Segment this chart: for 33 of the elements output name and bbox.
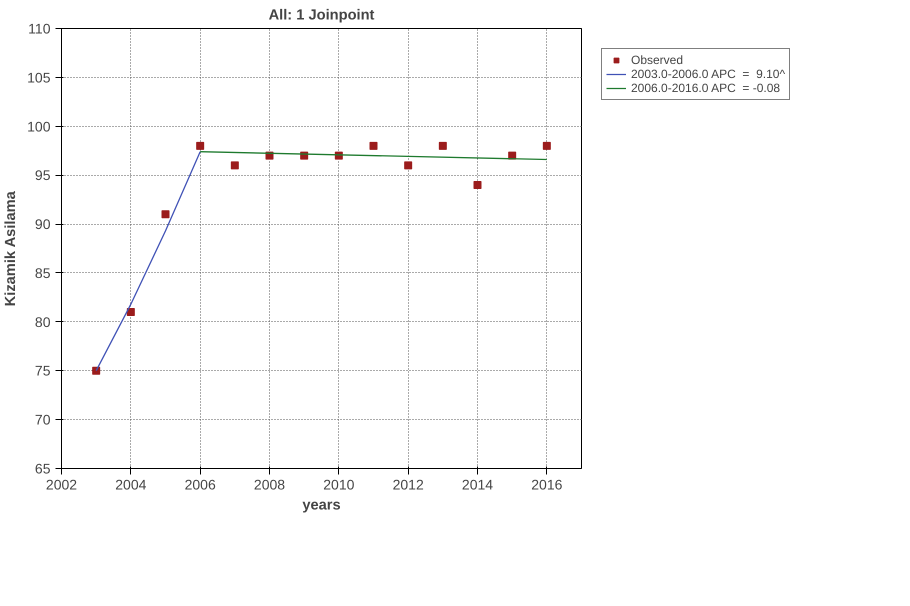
y-tick-label: 85 <box>34 264 51 281</box>
legend-label: 2006.0-2016.0 APC = -0.08 <box>631 81 780 95</box>
y-tick-label: 70 <box>34 412 51 428</box>
x-tick-label: 2014 <box>462 476 494 492</box>
x-tick-label: 2010 <box>323 476 355 492</box>
point <box>196 142 204 150</box>
y-tick-label: 105 <box>27 69 51 86</box>
x-tick-label: 2006 <box>184 476 216 492</box>
x-tick-label: 2016 <box>531 476 563 492</box>
x-tick-label: 2012 <box>392 476 424 492</box>
y-tick-label: 100 <box>27 118 51 134</box>
point <box>438 142 447 150</box>
y-tick-label: 95 <box>34 167 51 184</box>
x-tick-label: 2004 <box>115 476 147 492</box>
legend-label: Observed <box>631 53 684 67</box>
x-tick-label: 2002 <box>46 476 78 492</box>
point <box>162 210 170 218</box>
point <box>542 142 551 150</box>
point <box>474 180 482 189</box>
chart-title: All: 1 Joinpoint <box>268 8 375 24</box>
y-tick-label: 75 <box>34 362 51 379</box>
y-tick-label: 80 <box>34 314 51 330</box>
legend-label: 2003.0-2006.0 APC = 9.10^ <box>631 67 786 81</box>
point <box>404 161 412 170</box>
x-axis-title: years <box>302 498 341 514</box>
y-tick-label: 90 <box>34 216 51 232</box>
point <box>370 142 378 150</box>
point <box>230 161 239 170</box>
y-tick-label: 65 <box>34 460 51 476</box>
y-axis-title: Kizamik Asilama <box>3 190 20 306</box>
x-tick-label: 2008 <box>254 476 286 492</box>
point <box>126 308 135 316</box>
y-tick-label: 110 <box>28 20 51 36</box>
